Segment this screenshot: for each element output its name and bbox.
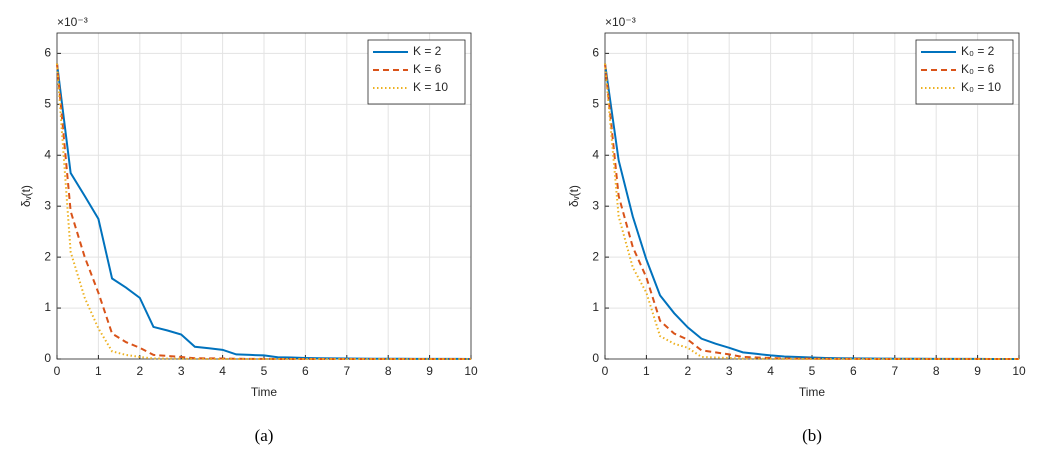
x-tick-label: 4 [767, 364, 774, 378]
series-line [604, 63, 1019, 360]
y-tick-label: 2 [44, 249, 51, 263]
y-tick-label: 4 [592, 147, 599, 161]
caption: (a) [255, 426, 274, 445]
y-tick-label: 2 [592, 249, 599, 263]
x-tick-label: 2 [136, 364, 143, 378]
x-tick-label: 9 [426, 364, 433, 378]
y-tick-label: 0 [592, 351, 599, 365]
axes-box [604, 32, 1020, 360]
x-tick-label: 2 [684, 364, 691, 378]
y-multiplier: ×10⁻³ [605, 15, 636, 29]
x-tick-label: 3 [178, 364, 185, 378]
series-line [56, 63, 471, 360]
x-tick-label: 0 [602, 364, 609, 378]
x-tick-label: 10 [464, 364, 478, 378]
y-tick-label: 3 [44, 198, 51, 212]
x-tick-label: 1 [643, 364, 650, 378]
legend-label: K = 10 [413, 80, 448, 94]
x-tick-label: 0 [54, 364, 61, 378]
caption: (b) [802, 426, 822, 445]
legend-box [367, 39, 466, 105]
y-tick-label: 5 [44, 96, 51, 110]
legend-label: K = 6 [413, 62, 442, 76]
y-tick-label: 0 [44, 351, 51, 365]
x-tick-label: 7 [891, 364, 898, 378]
x-tick-label: 8 [933, 364, 940, 378]
x-tick-label: 9 [974, 364, 981, 378]
y-axis-label: δᵥ(t) [19, 185, 33, 207]
y-tick-label: 4 [44, 147, 51, 161]
y-tick-label: 6 [44, 46, 51, 60]
y-tick-label: 1 [44, 300, 51, 314]
x-tick-label: 3 [726, 364, 733, 378]
x-tick-label: 10 [1012, 364, 1026, 378]
x-tick-label: 5 [261, 364, 268, 378]
y-tick-label: 5 [592, 96, 599, 110]
legend-box [915, 39, 1014, 105]
legend-label: K = 2 [413, 44, 442, 58]
x-tick-label: 4 [219, 364, 226, 378]
x-tick-label: 8 [385, 364, 392, 378]
x-tick-label: 6 [850, 364, 857, 378]
x-tick-label: 7 [343, 364, 350, 378]
y-multiplier: ×10⁻³ [57, 15, 88, 29]
y-tick-label: 6 [592, 46, 599, 60]
legend-label: K₀ = 10 [961, 80, 1001, 94]
y-axis-label: δᵥ(t) [567, 185, 581, 207]
y-tick-label: 1 [592, 300, 599, 314]
x-tick-label: 1 [95, 364, 102, 378]
y-tick-label: 3 [592, 198, 599, 212]
x-axis-label: Time [799, 385, 826, 399]
legend-label: K₀ = 2 [961, 44, 995, 58]
legend-label: K₀ = 6 [961, 62, 995, 76]
x-tick-label: 5 [809, 364, 816, 378]
x-axis-label: Time [251, 385, 278, 399]
x-tick-label: 6 [302, 364, 309, 378]
series-line [604, 63, 1019, 360]
